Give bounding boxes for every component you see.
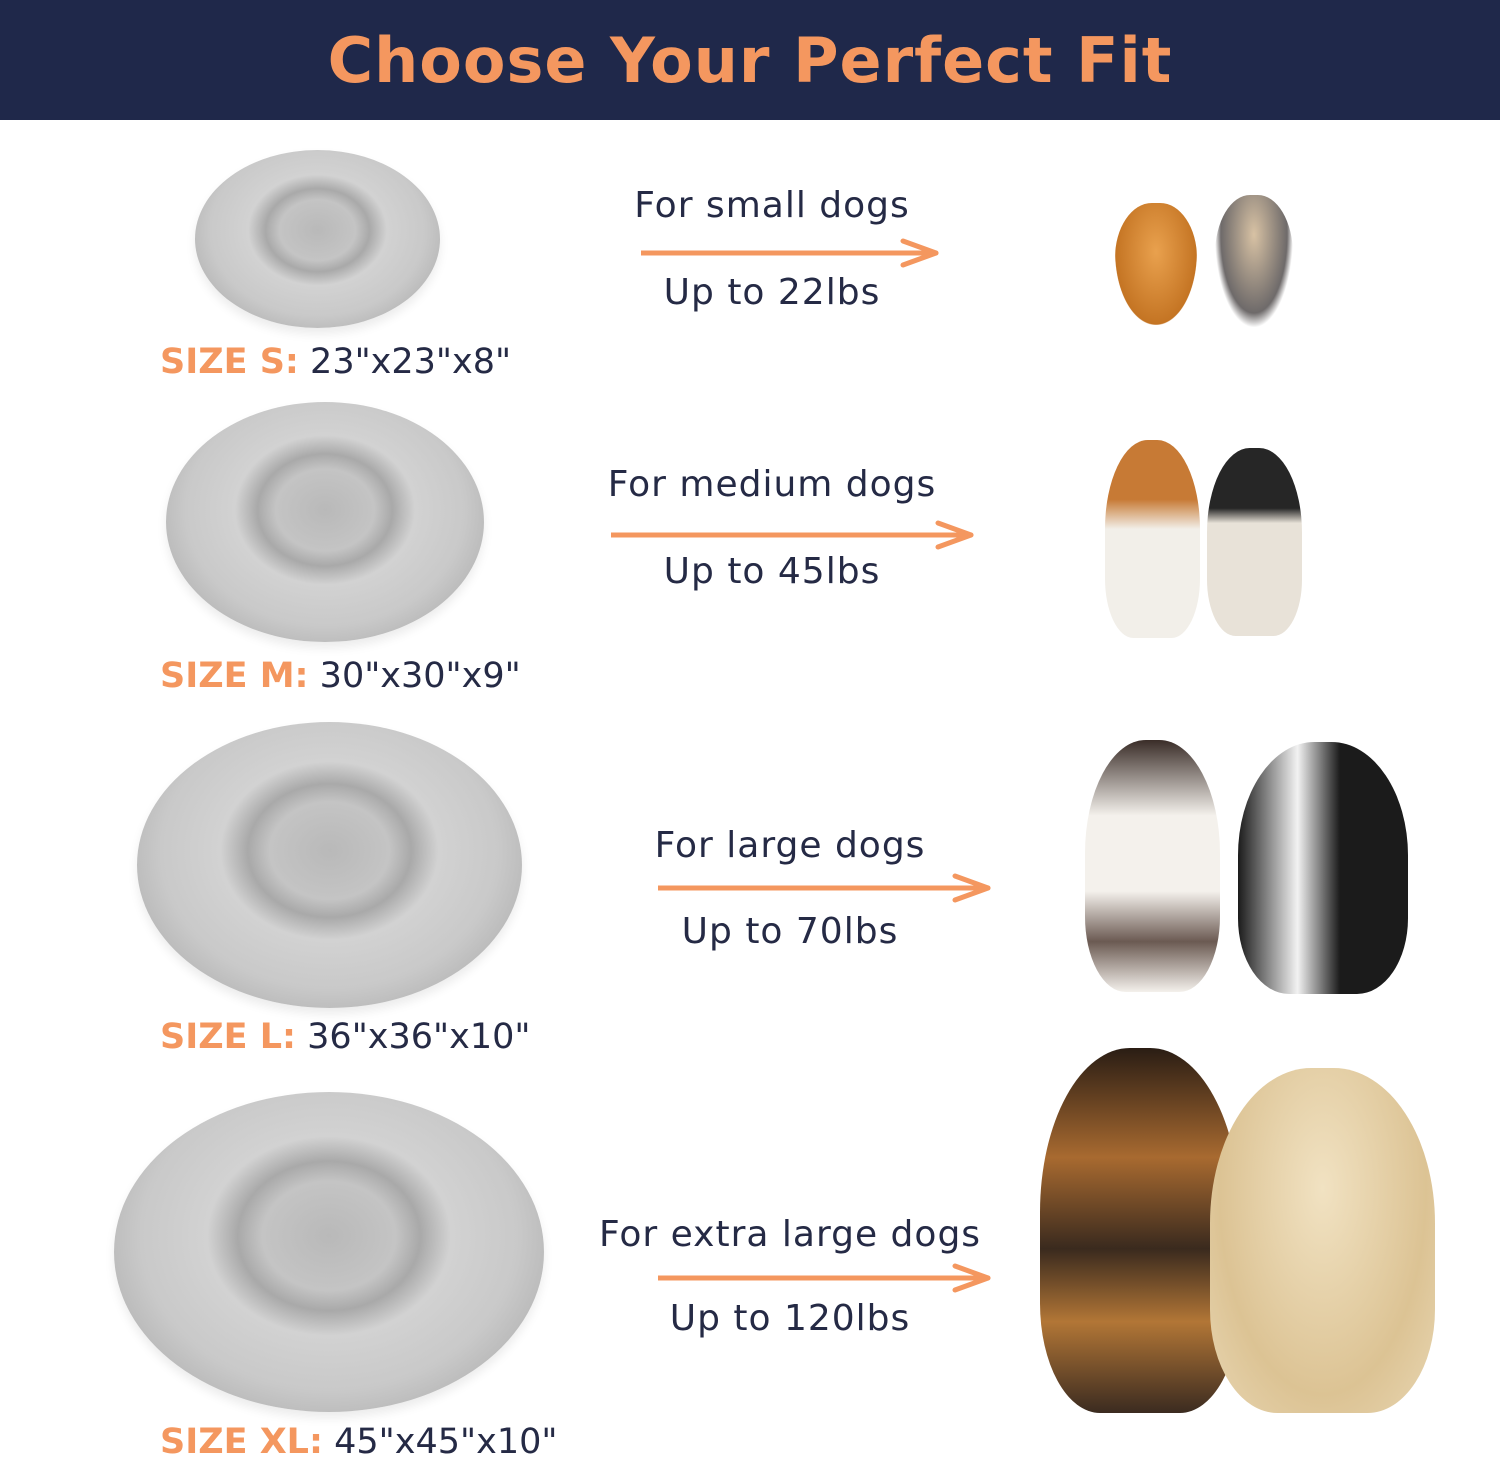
golden-retriever-image bbox=[1210, 1068, 1435, 1413]
size-key: SIZE M: bbox=[160, 656, 309, 696]
yorkie-image bbox=[1215, 195, 1293, 327]
dog-type-text: For small dogs bbox=[634, 185, 910, 226]
header-banner: Choose Your Perfect Fit bbox=[0, 0, 1500, 120]
australian-shepherd-image bbox=[1085, 740, 1220, 992]
size-label-xl: SIZE XL: 45"x45"x10" bbox=[160, 1422, 557, 1461]
beagle-image bbox=[1105, 440, 1200, 638]
size-key: SIZE S: bbox=[160, 342, 299, 382]
dog-type-text: For medium dogs bbox=[607, 464, 937, 505]
weight-limit-text: Up to 22lbs bbox=[663, 272, 881, 313]
size-dimensions: 23"x23"x8" bbox=[310, 342, 512, 382]
size-key: SIZE L: bbox=[160, 1017, 297, 1057]
bed-image-small bbox=[195, 150, 440, 328]
arrow-icon bbox=[658, 1263, 991, 1293]
size-key: SIZE XL: bbox=[160, 1422, 323, 1461]
medium-dogs-photo bbox=[1095, 440, 1305, 640]
arrow-icon bbox=[611, 520, 974, 550]
arrow-icon bbox=[658, 873, 991, 903]
size-label-s: SIZE S: 23"x23"x8" bbox=[160, 342, 511, 382]
weight-limit-text: Up to 120lbs bbox=[669, 1298, 911, 1339]
large-dogs-photo bbox=[1080, 740, 1410, 995]
weight-limit-text: Up to 45lbs bbox=[663, 551, 881, 592]
small-dogs-photo bbox=[1115, 195, 1295, 327]
french-bulldog-image bbox=[1207, 448, 1302, 636]
bed-image-medium bbox=[166, 402, 484, 642]
border-collie-image bbox=[1238, 742, 1408, 994]
dog-type-text: For extra large dogs bbox=[598, 1214, 982, 1255]
page-title: Choose Your Perfect Fit bbox=[327, 23, 1173, 97]
bed-image-extra-large bbox=[114, 1092, 544, 1412]
size-dimensions: 30"x30"x9" bbox=[319, 656, 521, 696]
arrow-icon bbox=[641, 238, 939, 268]
size-dimensions: 36"x36"x10" bbox=[307, 1017, 531, 1057]
extra-large-dogs-photo bbox=[1040, 1048, 1435, 1416]
size-label-m: SIZE M: 30"x30"x9" bbox=[160, 656, 521, 696]
bed-image-large bbox=[137, 722, 522, 1008]
weight-limit-text: Up to 70lbs bbox=[681, 911, 899, 952]
size-label-l: SIZE L: 36"x36"x10" bbox=[160, 1017, 531, 1057]
german-shepherd-image bbox=[1040, 1048, 1240, 1413]
dog-type-text: For large dogs bbox=[654, 825, 926, 866]
pomeranian-image bbox=[1115, 203, 1197, 325]
size-dimensions: 45"x45"x10" bbox=[334, 1422, 558, 1461]
